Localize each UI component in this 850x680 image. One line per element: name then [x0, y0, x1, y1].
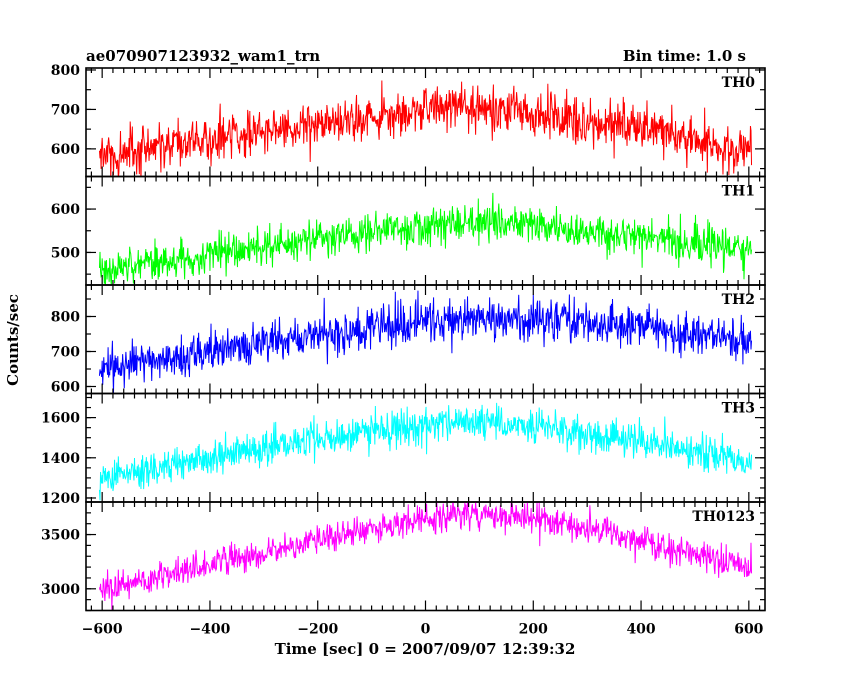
y-axis-label: Counts/sec [4, 294, 22, 386]
x-tick-label: 600 [734, 622, 763, 638]
chart-title: ae070907123932_wam1_trn [86, 47, 320, 65]
y-tick-label: 1400 [41, 451, 80, 467]
panel-label: TH1 [722, 184, 755, 200]
y-tick-label: 800 [51, 310, 80, 326]
y-tick-label: 600 [51, 380, 80, 396]
series-line-th2 [98, 290, 753, 394]
x-tick-label: −400 [189, 622, 230, 638]
x-axis-label: Time [sec] 0 = 2007/09/07 12:39:32 [275, 640, 576, 658]
panel-th1: TH1 500 600 [51, 175, 766, 286]
x-tick-label: 0 [421, 622, 431, 638]
y-tick-label: 700 [51, 102, 80, 118]
series-line-th1 [98, 192, 753, 285]
panels-group: TH0 600 700 800 TH1 500 600 TH2 600 700 800 TH3 1200… [41, 63, 766, 638]
y-tick-label: 3500 [41, 528, 80, 544]
y-tick-label: 600 [51, 202, 80, 218]
y-tick-label: 1600 [41, 411, 80, 427]
panel-th0: TH0 600 700 800 [51, 63, 766, 178]
x-tick-label: 200 [519, 622, 548, 638]
panel-frame [85, 284, 766, 395]
y-tick-label: 600 [51, 142, 80, 158]
y-tick-label: 800 [51, 63, 80, 79]
panel-label: TH2 [722, 292, 755, 308]
panel-label: TH3 [722, 401, 755, 417]
panel-label: TH0 [722, 75, 756, 91]
x-tick-label: 400 [626, 622, 655, 638]
series-line-th0123 [98, 502, 753, 611]
panel-th0123: TH0123 3000 3500 [41, 501, 766, 612]
panel-th3: TH3 1200 1400 1600 [41, 392, 766, 507]
panel-label: TH0123 [692, 509, 755, 525]
x-tick-label: −600 [82, 622, 123, 638]
series-line-th0 [98, 80, 753, 177]
y-tick-label: 500 [51, 245, 80, 261]
x-tick-label: −200 [297, 622, 338, 638]
y-tick-label: 700 [51, 345, 80, 361]
panel-th2: TH2 600 700 800 [51, 284, 766, 396]
series-line-th3 [98, 402, 753, 501]
bin-time-label: Bin time: 1.0 s [623, 47, 746, 65]
y-tick-label: 1200 [41, 491, 80, 507]
y-tick-label: 3000 [41, 582, 80, 598]
